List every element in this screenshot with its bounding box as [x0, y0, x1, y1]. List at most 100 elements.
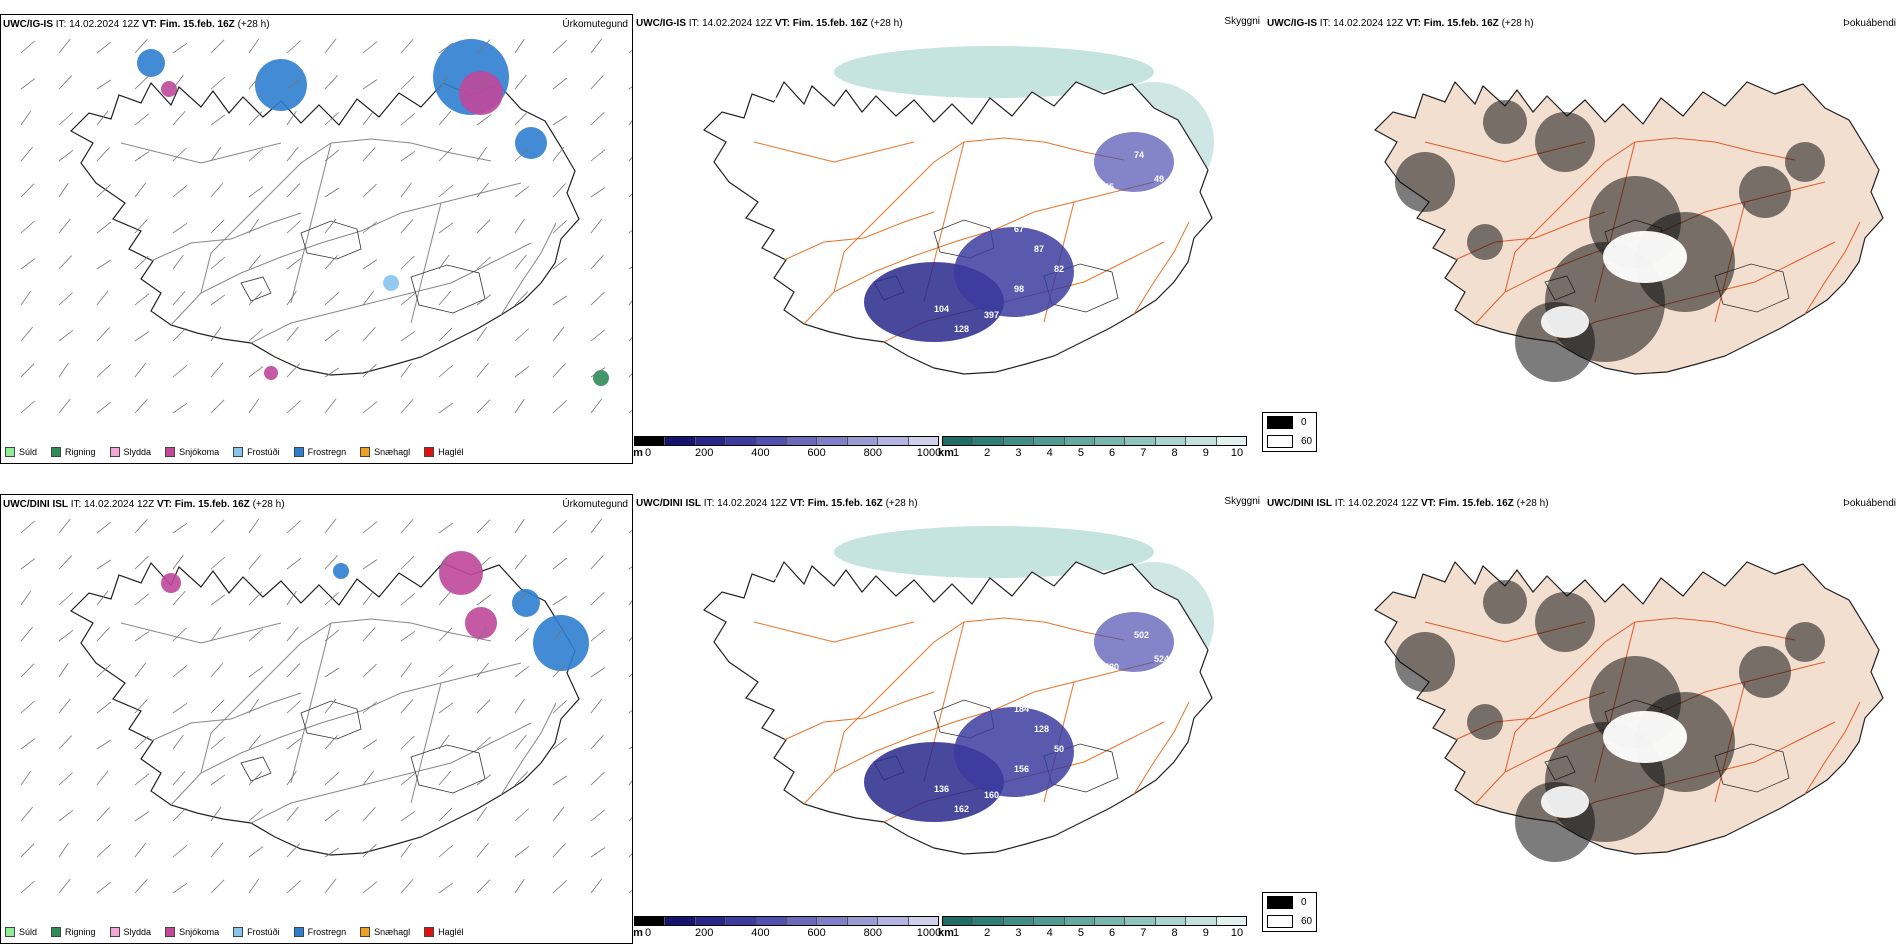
scale-tick-label: 6: [1109, 447, 1116, 459]
legend-label: Súld: [19, 447, 38, 457]
scale-unit: m: [633, 447, 643, 459]
scale-cell: [817, 917, 848, 925]
panel-header: UWC/DINI ISL IT: 14.02.2024 12Z VT: Fim.…: [3, 499, 285, 510]
legend-swatch: [233, 447, 244, 457]
scale-tick-label: 1000: [916, 927, 942, 939]
legend-swatch: [51, 927, 62, 937]
legend-swatch: [233, 927, 244, 937]
scale-unit: km: [938, 447, 954, 459]
scale-cell: [665, 917, 696, 925]
scale-tick-label: 7: [1140, 927, 1147, 939]
visibility-value-label: 62: [784, 120, 794, 130]
fog-map: [1374, 80, 1884, 382]
scale-cell: [1095, 437, 1126, 445]
fog-map: [1374, 560, 1884, 862]
scale-tick-label: 2: [984, 447, 991, 459]
visibility-value-label: 206: [834, 804, 849, 814]
legend-swatch: [293, 927, 304, 937]
fog-legend-swatch: [1267, 435, 1293, 448]
precip-legend-item: Haglél: [424, 447, 464, 457]
precip-legend-item: Rigning: [51, 927, 96, 937]
scale-cell: [635, 917, 666, 925]
scale-tick-label: 4: [1046, 927, 1053, 939]
scale-cell: [1186, 437, 1217, 445]
scale-cell: [787, 437, 818, 445]
panel-header: UWC/IG-IS IT: 14.02.2024 12Z VT: Fim. 15…: [3, 19, 270, 30]
scale-cell: [817, 437, 848, 445]
scale-cell: [1034, 437, 1065, 445]
visibility-value-label: 74: [1134, 150, 1144, 160]
scale-cell: [973, 917, 1004, 925]
cloud-base-scale: m 0 200 400 600 800 1000: [633, 436, 941, 460]
scale-tick-label: 8: [1171, 447, 1178, 459]
visibility-value-label: 104: [934, 304, 949, 314]
precip-legend-item: Snæhagl: [360, 927, 410, 937]
scale-unit: km: [938, 927, 954, 939]
panel-header: UWC/IG-IS IT: 14.02.2024 12Z VT: Fim. 15…: [1267, 18, 1534, 29]
precip-legend-item: Frostregn: [293, 927, 346, 937]
visibility-value-label: 128: [1034, 724, 1049, 734]
legend-swatch: [5, 927, 15, 937]
scale-cell: [1125, 437, 1156, 445]
fog-legend-label: 60: [1301, 436, 1313, 447]
scale-cell: [1003, 917, 1035, 925]
scale-cell: [726, 437, 757, 445]
precip-legend-item: Frostúði: [233, 447, 280, 457]
precip-legend-item: Rigning: [51, 447, 96, 457]
panel-title: Skyggni: [1224, 496, 1260, 507]
legend-label: Haglél: [438, 927, 464, 937]
scale-tick-label: 600: [807, 447, 826, 459]
legend-swatch: [360, 927, 371, 937]
scale-cell: [695, 437, 727, 445]
scale-cell: [908, 437, 939, 445]
scale-cell: [943, 437, 974, 445]
legend-swatch: [5, 447, 15, 457]
scale-cell: [1095, 917, 1126, 925]
legend-label: Frostúði: [247, 927, 280, 937]
visibility-map: 88 62 74 49 55 42 67 87 82 98 104 149 397 128 213 167 93: [703, 46, 1214, 375]
panel-header: UWC/IG-IS IT: 14.02.2024 12Z VT: Fim. 15…: [636, 18, 903, 29]
visibility-value-label: 162: [954, 804, 969, 814]
legend-swatch: [424, 447, 435, 457]
panel-header: UWC/DINI ISL IT: 14.02.2024 12Z VT: Fim.…: [1267, 498, 1549, 509]
fog-legend-row: 60: [1263, 432, 1316, 451]
scale-cell: [756, 917, 788, 925]
scale-cell: [1155, 917, 1187, 925]
visibility-value-label: 141: [924, 834, 939, 844]
visibility-value-label: 156: [1014, 764, 1029, 774]
legend-swatch: [165, 927, 176, 937]
fog-legend: 0 60: [1262, 892, 1318, 932]
legend-swatch: [51, 447, 62, 457]
precip-legend-item: Snæhagl: [360, 447, 410, 457]
panel-header: UWC/DINI ISL IT: 14.02.2024 12Z VT: Fim.…: [636, 498, 918, 509]
scale-cell: [1003, 437, 1035, 445]
scale-cell: [943, 917, 974, 925]
scale-cell: [908, 917, 939, 925]
fog-legend-row: 0: [1263, 893, 1316, 912]
scale-cell: [1155, 437, 1187, 445]
legend-label: Slydda: [123, 447, 152, 457]
scale-tick-label: 10: [1230, 447, 1244, 459]
scale-cell: [695, 917, 727, 925]
legend-label: Rigning: [65, 927, 96, 937]
visibility-value-label: 300: [774, 576, 789, 586]
visibility-scale: km 1 2 3 4 5 6 7 8 9 10: [938, 916, 1247, 940]
legend-label: Snjókoma: [179, 447, 220, 457]
visibility-value-label: 529: [784, 600, 799, 610]
visibility-value-label: 167: [874, 364, 889, 374]
visibility-value-label: 42: [1124, 194, 1134, 204]
visibility-value-label: 134: [1024, 794, 1039, 804]
scale-tick-label: 3: [1015, 447, 1022, 459]
panel-title: Þokuábendi: [1843, 18, 1896, 29]
scale-cell: [847, 437, 879, 445]
scale-tick-label: 6: [1109, 927, 1116, 939]
visibility-panel-2: UWC/DINI ISL IT: 14.02.2024 12Z VT: Fim.…: [633, 494, 1264, 944]
scale-color-cells: [942, 916, 1247, 926]
legend-swatch: [293, 447, 304, 457]
precip-legend-item: Súld: [5, 447, 37, 457]
scale-color-cells: [634, 436, 939, 446]
fog-panel-1: UWC/IG-IS IT: 14.02.2024 12Z VT: Fim. 15…: [1262, 14, 1900, 464]
scale-tick-label: 7: [1140, 447, 1147, 459]
panel-title: Skyggni: [1224, 16, 1260, 27]
scale-tick-label: 10: [1230, 927, 1244, 939]
